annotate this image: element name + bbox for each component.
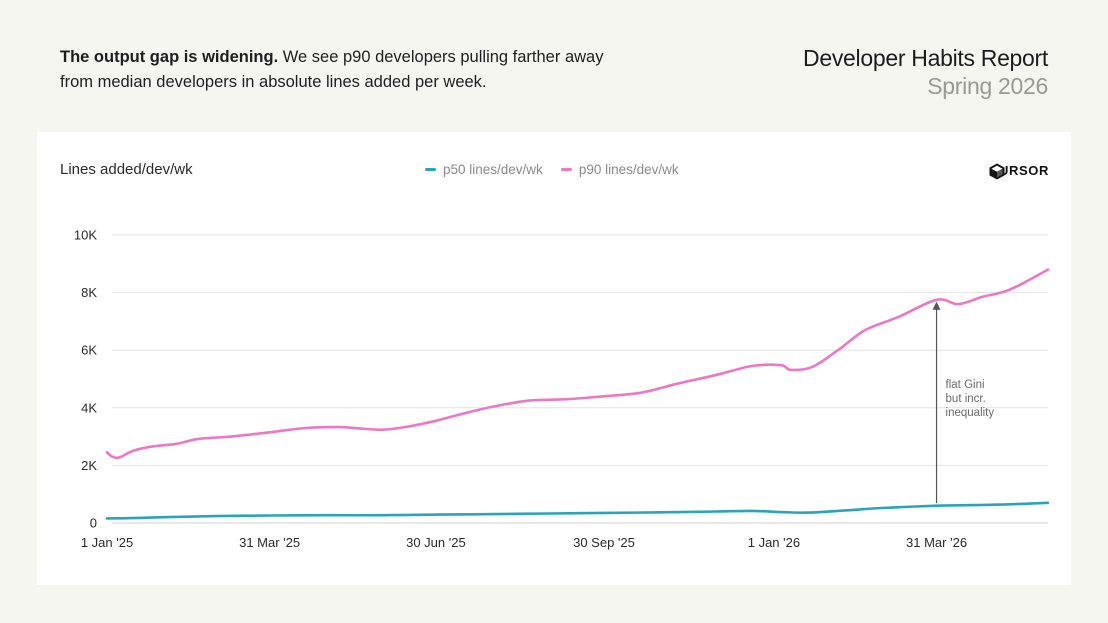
intro-paragraph: The output gap is widening. We see p90 d… — [60, 45, 620, 95]
x-tick-label: 31 Mar '25 — [239, 535, 300, 550]
y-tick-label: 2K — [81, 458, 97, 473]
legend-swatch-p50 — [425, 168, 436, 171]
chart-legend: p50 lines/dev/wk p90 lines/dev/wk — [425, 162, 679, 177]
cursor-logo-icon — [989, 163, 1005, 180]
annotation-arrowhead — [932, 301, 941, 310]
y-tick-label: 10K — [74, 228, 97, 243]
y-tick-label: 6K — [81, 343, 97, 358]
report-heading: Developer Habits Report Spring 2026 — [803, 44, 1048, 100]
y-axis-title: Lines added/dev/wk — [60, 161, 193, 178]
legend-swatch-p90 — [560, 168, 572, 171]
legend-item-p50: p50 lines/dev/wk — [425, 162, 543, 177]
chart-card: 0 2K 4K 6K 8K 10K 1 Jan '25 31 Mar '25 30 Jun '2… — [37, 132, 1071, 585]
annotation-text-line: inequality — [946, 407, 995, 419]
annotation-text-line: but incr. — [946, 393, 986, 405]
annotation-text-line: flat Gini — [946, 379, 985, 391]
y-tick-label: 4K — [81, 400, 97, 415]
intro-rest: We see p90 developers pulling farther aw… — [60, 48, 604, 91]
x-tick-label: 31 Mar '26 — [906, 535, 967, 550]
x-tick-label: 1 Jan '26 — [748, 535, 800, 550]
series-line-p90 — [105, 268, 1050, 460]
line-chart: 0 2K 4K 6K 8K 10K 1 Jan '25 31 Mar '25 30 Jun '2… — [74, 228, 1050, 550]
y-tick-label: 8K — [81, 285, 97, 300]
y-tick-label: 0 — [90, 516, 97, 531]
legend-label-p50: p50 lines/dev/wk — [443, 162, 543, 177]
report-title: Developer Habits Report — [803, 45, 1048, 71]
series-line-p50 — [105, 501, 1050, 520]
brand-logo: CURSOR — [989, 163, 1049, 180]
legend-item-p90: p90 lines/dev/wk — [560, 162, 679, 177]
intro-bold: The output gap is widening. — [60, 48, 279, 66]
report-subtitle: Spring 2026 — [927, 73, 1048, 99]
legend-label-p90: p90 lines/dev/wk — [578, 162, 679, 177]
x-tick-label: 30 Jun '25 — [406, 535, 466, 550]
x-tick-label: 30 Sep '25 — [573, 535, 635, 550]
x-tick-label: 1 Jan '25 — [81, 535, 133, 550]
